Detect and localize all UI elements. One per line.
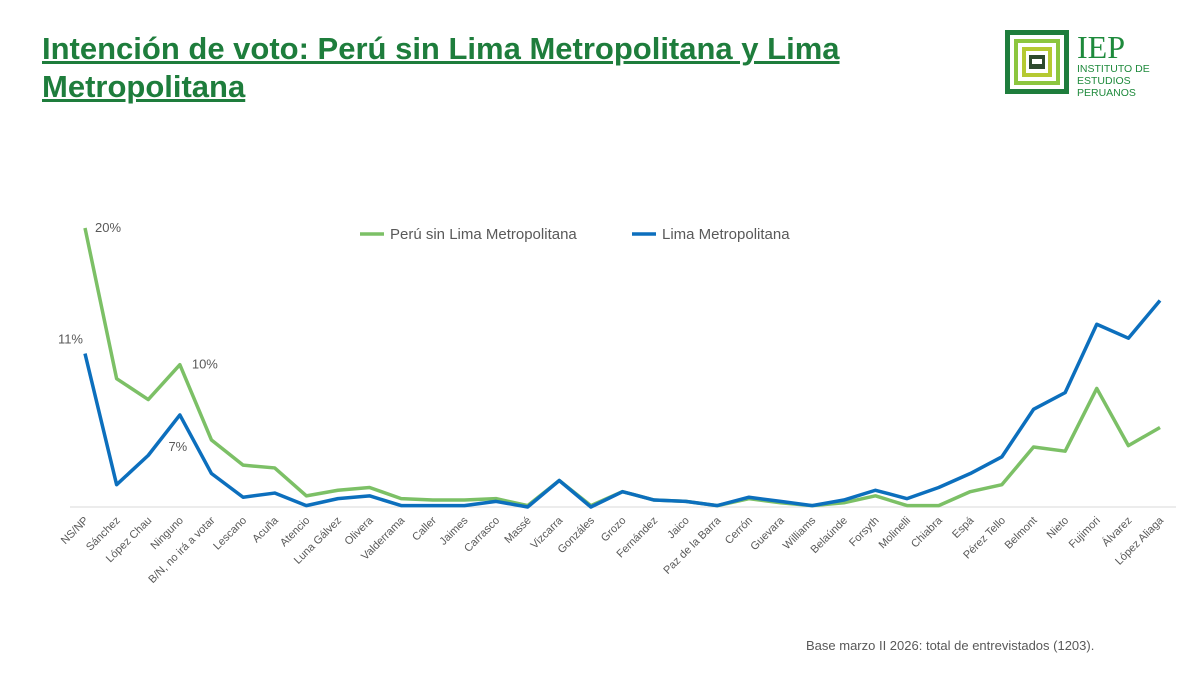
- x-tick-label: Belmont: [1003, 515, 1040, 552]
- series-line-peru-sin-lima: [83, 227, 1161, 508]
- x-tick-label: Chiabra: [909, 514, 945, 550]
- x-tick-label: Caller: [410, 514, 439, 543]
- svg-text:PERUANOS: PERUANOS: [1077, 87, 1136, 98]
- data-label: 7%: [168, 439, 187, 454]
- x-tick-label: Carrasco: [462, 515, 502, 555]
- footnote: Base marzo II 2026: total de entrevistad…: [806, 638, 1095, 653]
- page-title: Intención de voto: Perú sin Lima Metropo…: [42, 31, 840, 104]
- x-tick-label: Molinelli: [877, 515, 914, 552]
- x-tick-label: Paz de la Barra: [661, 514, 724, 577]
- x-tick-label: Jaico: [665, 515, 692, 542]
- legend-label: Lima Metropolitana: [662, 226, 790, 243]
- data-label: 20%: [95, 220, 121, 235]
- x-tick-label: Guevara: [748, 514, 787, 553]
- x-tick-label: Grozo: [599, 515, 629, 545]
- x-tick-label: Espá: [950, 514, 977, 541]
- logo-acronym: IEP: [1077, 29, 1125, 65]
- svg-text:INSTITUTO DE: INSTITUTO DE: [1077, 63, 1150, 75]
- svg-text:ESTUDIOS: ESTUDIOS: [1077, 75, 1131, 87]
- x-tick-label: Nieto: [1045, 515, 1072, 542]
- iep-logo-icon: IEP INSTITUTO DE ESTUDIOS PERUANOS: [1005, 29, 1150, 99]
- x-tick-label: Fujimori: [1067, 515, 1103, 551]
- legend-label: Perú sin Lima Metropolitana: [390, 226, 577, 243]
- iep-logo: IEP INSTITUTO DE ESTUDIOS PERUANOS: [1003, 28, 1163, 99]
- data-label: 10%: [192, 357, 218, 372]
- x-tick-label: Lescano: [211, 515, 249, 553]
- series-line-lima: [83, 299, 1162, 509]
- data-label: 11%: [58, 332, 83, 347]
